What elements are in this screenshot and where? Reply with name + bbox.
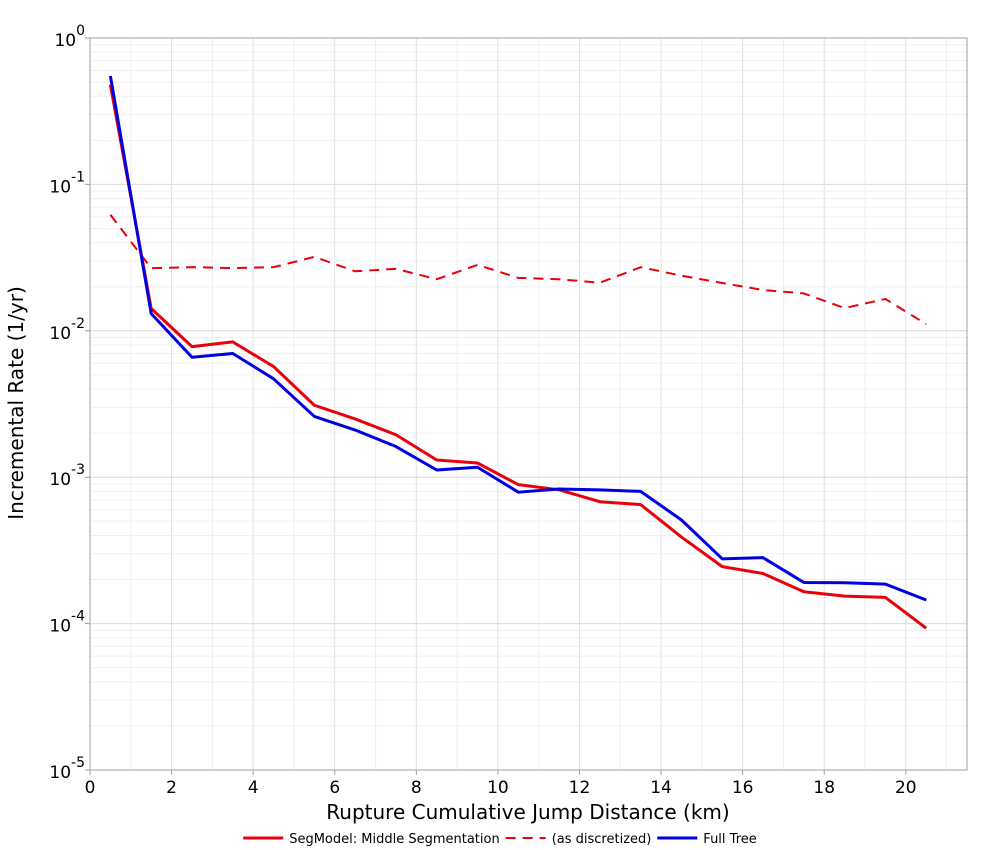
y-tick-label: 10-4: [49, 609, 85, 637]
y-tick-base: 10: [54, 31, 76, 51]
series-line-3: [108, 75, 927, 602]
legend-label: SegModel: Middle Segmentation: [289, 832, 500, 847]
x-tick-label: 12: [569, 778, 591, 798]
y-tick-exponent: -3: [71, 462, 85, 478]
y-tick-base: 10: [49, 177, 71, 197]
x-tick-label: 8: [411, 778, 422, 798]
x-tick-label: 4: [248, 778, 259, 798]
x-axis-title: Rupture Cumulative Jump Distance (km): [326, 800, 729, 824]
grid: [89, 38, 967, 771]
y-tick-exponent: -4: [71, 609, 85, 625]
y-tick-label: 10-3: [49, 462, 85, 490]
series-line-2: [109, 214, 927, 326]
y-tick-label: 10-5: [49, 755, 85, 783]
y-tick-label: 10-2: [49, 316, 85, 344]
x-tick-label: 6: [329, 778, 340, 798]
plot-area: [90, 38, 967, 770]
series-1: [108, 84, 928, 630]
y-tick-exponent: -1: [71, 169, 85, 185]
y-tick-base: 10: [49, 763, 71, 783]
plot-border: [89, 37, 968, 771]
y-tick-label: 10-1: [49, 169, 85, 197]
legend: SegModel: Middle Segmentation (as discret…: [243, 832, 757, 847]
x-axis-ticks: 0 2 4 6 8 10 12 14 16 18 20: [85, 770, 917, 798]
series-3: [108, 75, 927, 602]
y-tick-exponent: 0: [76, 23, 85, 39]
series-line-1: [108, 84, 928, 630]
legend-item: (as discretized): [505, 832, 652, 847]
series-2: [109, 214, 927, 326]
y-tick-label: 100: [54, 23, 85, 51]
y-tick-base: 10: [49, 617, 71, 637]
y-axis-title: Incremental Rate (1/yr): [4, 286, 28, 519]
legend-label: (as discretized): [552, 832, 652, 847]
x-tick-label: 10: [487, 778, 509, 798]
y-tick-exponent: -2: [71, 316, 85, 332]
legend-label: Full Tree: [703, 832, 756, 847]
x-tick-label: 18: [813, 778, 835, 798]
legend-item: SegModel: Middle Segmentation: [243, 832, 500, 847]
x-tick-label: 20: [895, 778, 917, 798]
series-layer: [108, 75, 928, 630]
y-tick-exponent: -5: [71, 755, 85, 771]
x-tick-label: 0: [85, 778, 96, 798]
x-tick-label: 2: [166, 778, 177, 798]
y-tick-base: 10: [49, 470, 71, 490]
x-tick-label: 14: [650, 778, 672, 798]
x-tick-label: 16: [732, 778, 754, 798]
legend-item: Full Tree: [657, 832, 757, 847]
y-tick-base: 10: [49, 324, 71, 344]
